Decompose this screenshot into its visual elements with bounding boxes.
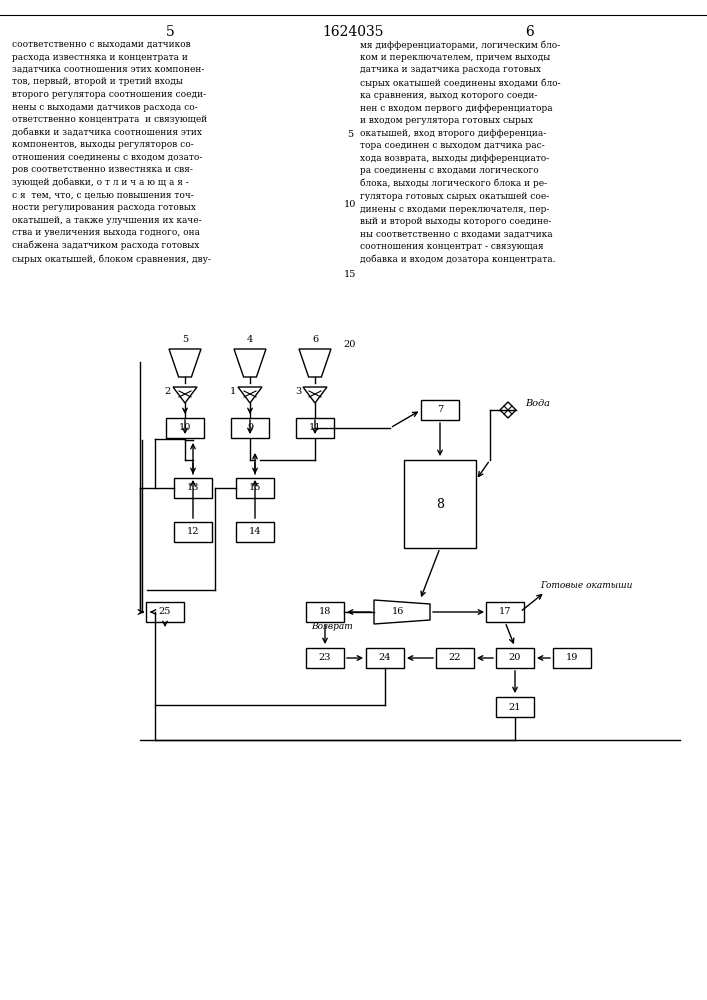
FancyBboxPatch shape (236, 522, 274, 542)
Text: 17: 17 (498, 607, 511, 616)
Text: Готовые окатыши: Готовые окатыши (540, 580, 632, 589)
FancyBboxPatch shape (553, 648, 591, 668)
Text: Вода: Вода (525, 398, 550, 408)
Text: 8: 8 (436, 497, 444, 510)
FancyBboxPatch shape (496, 697, 534, 717)
Text: 24: 24 (379, 654, 391, 662)
Text: 20: 20 (344, 340, 356, 349)
FancyBboxPatch shape (421, 400, 459, 420)
Text: 22: 22 (449, 654, 461, 662)
Text: 1624035: 1624035 (322, 25, 384, 39)
FancyBboxPatch shape (436, 648, 474, 668)
Text: 6: 6 (525, 25, 534, 39)
Text: 20: 20 (509, 654, 521, 662)
Text: 15: 15 (249, 484, 261, 492)
Text: 16: 16 (392, 607, 404, 616)
Text: 19: 19 (566, 654, 578, 662)
Text: 10: 10 (179, 424, 191, 432)
Text: 12: 12 (187, 528, 199, 536)
Text: 9: 9 (247, 424, 253, 432)
Text: 23: 23 (319, 654, 332, 662)
Text: 21: 21 (509, 702, 521, 712)
Text: 4: 4 (247, 335, 253, 344)
Text: 11: 11 (309, 424, 321, 432)
Text: соответственно с выходами датчиков
расхода известняка и концентрата и
задатчика : соответственно с выходами датчиков расхо… (12, 40, 211, 264)
Text: 5: 5 (165, 25, 175, 39)
Text: 5: 5 (182, 335, 188, 344)
Text: 15: 15 (344, 270, 356, 279)
Text: 3: 3 (295, 386, 301, 395)
Text: 25: 25 (159, 607, 171, 616)
FancyBboxPatch shape (231, 418, 269, 438)
FancyBboxPatch shape (404, 460, 476, 548)
Text: 18: 18 (319, 607, 331, 616)
FancyBboxPatch shape (174, 478, 212, 498)
Text: 10: 10 (344, 200, 356, 209)
FancyBboxPatch shape (496, 648, 534, 668)
Text: Возврат: Возврат (311, 622, 353, 631)
Text: 6: 6 (312, 335, 318, 344)
Text: 7: 7 (437, 406, 443, 414)
FancyBboxPatch shape (306, 602, 344, 622)
FancyBboxPatch shape (486, 602, 524, 622)
FancyBboxPatch shape (146, 602, 184, 622)
FancyBboxPatch shape (306, 648, 344, 668)
Text: мя дифференциаторами, логическим бло-
ком и переключателем, причем выходы
датчик: мя дифференциаторами, логическим бло- ко… (360, 40, 561, 264)
FancyBboxPatch shape (236, 478, 274, 498)
Text: 13: 13 (187, 484, 199, 492)
Text: 2: 2 (165, 386, 171, 395)
FancyBboxPatch shape (296, 418, 334, 438)
FancyBboxPatch shape (166, 418, 204, 438)
FancyBboxPatch shape (174, 522, 212, 542)
Text: 1: 1 (230, 386, 236, 395)
Text: 5: 5 (347, 130, 353, 139)
Text: 14: 14 (249, 528, 262, 536)
FancyBboxPatch shape (366, 648, 404, 668)
